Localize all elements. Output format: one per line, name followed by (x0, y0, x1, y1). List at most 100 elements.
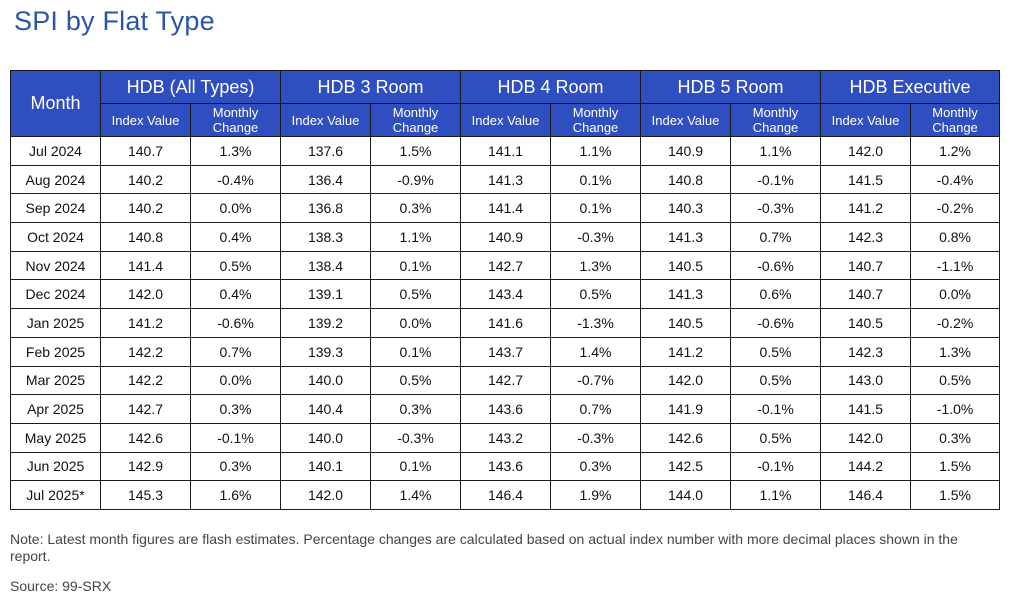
index-value-cell: 140.5 (640, 250, 732, 281)
monthly-change-cell: 0.3% (370, 394, 462, 424)
month-cell: Oct 2024 (10, 222, 101, 252)
index-value-cell: 142.0 (100, 279, 191, 310)
index-value-cell: 137.6 (280, 136, 372, 166)
monthly-change-cell: 0.5% (189, 250, 282, 281)
index-value-cell: 143.6 (460, 451, 552, 482)
index-value-cell: 141.3 (640, 222, 732, 252)
index-value-cell: 141.3 (640, 279, 732, 310)
index-value-cell: 136.4 (280, 164, 372, 195)
monthly-change-cell: -0.9% (370, 164, 462, 195)
source-text: Source: 99-SRX (10, 578, 112, 594)
month-cell: Jun 2025 (10, 451, 101, 482)
monthly-change-cell: 0.7% (550, 394, 642, 424)
index-value-cell: 145.3 (100, 480, 191, 510)
index-value-cell: 141.3 (460, 164, 552, 195)
index-value-cell: 140.2 (100, 164, 191, 195)
index-value-cell: 140.8 (100, 222, 191, 252)
index-value-cell: 140.9 (460, 222, 552, 252)
index-value-cell: 143.4 (460, 279, 552, 310)
monthly-change-cell: 0.5% (370, 365, 462, 396)
index-value-cell: 140.0 (280, 422, 372, 453)
table-row: Jun 2025 142.9 0.3% 140.1 0.1% 143.6 0.3% 142.5… (10, 451, 1001, 482)
index-value-cell: 136.8 (280, 193, 372, 224)
monthly-change-cell: -0.2% (910, 193, 1001, 224)
month-cell: Mar 2025 (10, 365, 101, 396)
index-value-cell: 142.5 (640, 451, 732, 482)
monthly-change-cell: 0.1% (370, 250, 462, 281)
index-value-cell: 142.2 (100, 336, 191, 367)
group-header: HDB 3 Room (280, 70, 462, 104)
monthly-change-cell: -1.1% (910, 250, 1001, 281)
group-header-row: Month HDB (All Types) HDB 3 Room HDB 4 R… (10, 70, 1001, 137)
index-value-cell: 141.2 (640, 336, 732, 367)
index-value-cell: 138.3 (280, 222, 372, 252)
index-value-cell: 141.1 (460, 136, 552, 166)
monthly-change-cell: 0.3% (550, 451, 642, 482)
table-row: Apr 2025 142.7 0.3% 140.4 0.3% 143.6 0.7% 141.9… (10, 394, 1001, 424)
monthly-change-cell: 0.7% (730, 222, 822, 252)
monthly-change-cell: -0.2% (910, 308, 1001, 338)
monthly-change-cell: 0.3% (189, 394, 282, 424)
table-row: Feb 2025 142.2 0.7% 139.3 0.1% 143.7 1.4% 141.2… (10, 336, 1001, 367)
monthly-change-cell: -0.6% (730, 250, 822, 281)
monthly-change-cell: 1.3% (189, 136, 282, 166)
monthly-change-cell: -0.3% (730, 193, 822, 224)
index-value-cell: 142.6 (640, 422, 732, 453)
index-value-header: Index Value (820, 103, 912, 137)
table-row: Nov 2024 141.4 0.5% 138.4 0.1% 142.7 1.3% 140.5… (10, 250, 1001, 281)
monthly-change-cell: 1.1% (370, 222, 462, 252)
index-value-cell: 140.2 (100, 193, 191, 224)
monthly-change-header: Monthly Change (550, 103, 642, 137)
monthly-change-cell: 0.5% (370, 279, 462, 310)
group-header: HDB (All Types) (99, 70, 282, 104)
index-value-header: Index Value (460, 103, 552, 137)
index-value-cell: 142.7 (460, 365, 552, 396)
monthly-change-cell: -0.1% (189, 422, 282, 453)
monthly-change-cell: -1.0% (910, 394, 1001, 424)
month-cell: Apr 2025 (10, 394, 101, 424)
monthly-change-cell: 0.0% (370, 308, 462, 338)
monthly-change-cell: 1.2% (910, 136, 1001, 166)
index-value-cell: 140.7 (820, 279, 912, 310)
table-row: Oct 2024 140.8 0.4% 138.3 1.1% 140.9 -0.3% 141.… (10, 222, 1001, 252)
subheader-row: Index Value Monthly Change Index Value M… (11, 103, 1001, 137)
monthly-change-cell: -0.7% (550, 365, 642, 396)
month-cell: Nov 2024 (10, 250, 101, 281)
table-row: Mar 2025 142.2 0.0% 140.0 0.5% 142.7 -0.7% 142.… (10, 365, 1001, 396)
monthly-change-cell: 1.1% (550, 136, 642, 166)
monthly-change-cell: 0.0% (189, 365, 282, 396)
index-value-cell: 142.9 (100, 451, 191, 482)
monthly-change-cell: 0.1% (370, 451, 462, 482)
index-value-cell: 141.4 (460, 193, 552, 224)
monthly-change-cell: -0.4% (189, 164, 282, 195)
month-cell: Jul 2025* (10, 480, 101, 510)
monthly-change-cell: 0.7% (189, 336, 282, 367)
monthly-change-cell: 1.4% (550, 336, 642, 367)
monthly-change-cell: -0.1% (730, 394, 822, 424)
index-value-cell: 143.7 (460, 336, 552, 367)
group-header: HDB Executive (820, 70, 1001, 104)
index-value-cell: 142.6 (100, 422, 191, 453)
footnote: Note: Latest month figures are flash est… (10, 531, 958, 564)
monthly-change-cell: 1.9% (550, 480, 642, 510)
table-row: Dec 2024 142.0 0.4% 139.1 0.5% 143.4 0.5% 141.3… (10, 279, 1001, 310)
index-value-cell: 140.7 (100, 136, 191, 166)
monthly-change-cell: -0.3% (550, 422, 642, 453)
monthly-change-cell: 1.6% (189, 480, 282, 510)
monthly-change-cell: -0.1% (730, 164, 822, 195)
index-value-cell: 140.8 (640, 164, 732, 195)
index-value-cell: 142.0 (280, 480, 372, 510)
monthly-change-cell: 0.5% (910, 365, 1001, 396)
index-value-cell: 142.7 (100, 394, 191, 424)
index-value-cell: 140.3 (640, 193, 732, 224)
index-value-cell: 139.2 (280, 308, 372, 338)
monthly-change-cell: 0.3% (189, 451, 282, 482)
monthly-change-cell: 0.3% (370, 193, 462, 224)
index-value-cell: 141.4 (100, 250, 191, 281)
index-value-cell: 138.4 (280, 250, 372, 281)
monthly-change-cell: -1.3% (550, 308, 642, 338)
monthly-change-cell: 0.8% (910, 222, 1001, 252)
monthly-change-cell: 0.5% (730, 336, 822, 367)
index-value-cell: 140.7 (820, 250, 912, 281)
monthly-change-cell: 1.4% (370, 480, 462, 510)
